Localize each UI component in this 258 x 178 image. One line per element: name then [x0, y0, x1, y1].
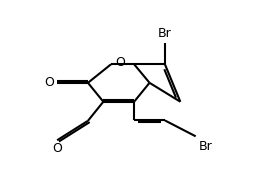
- Text: Br: Br: [158, 27, 172, 40]
- Text: O: O: [52, 142, 62, 155]
- Text: Br: Br: [198, 140, 212, 153]
- Text: O: O: [45, 76, 55, 89]
- Text: O: O: [116, 56, 126, 69]
